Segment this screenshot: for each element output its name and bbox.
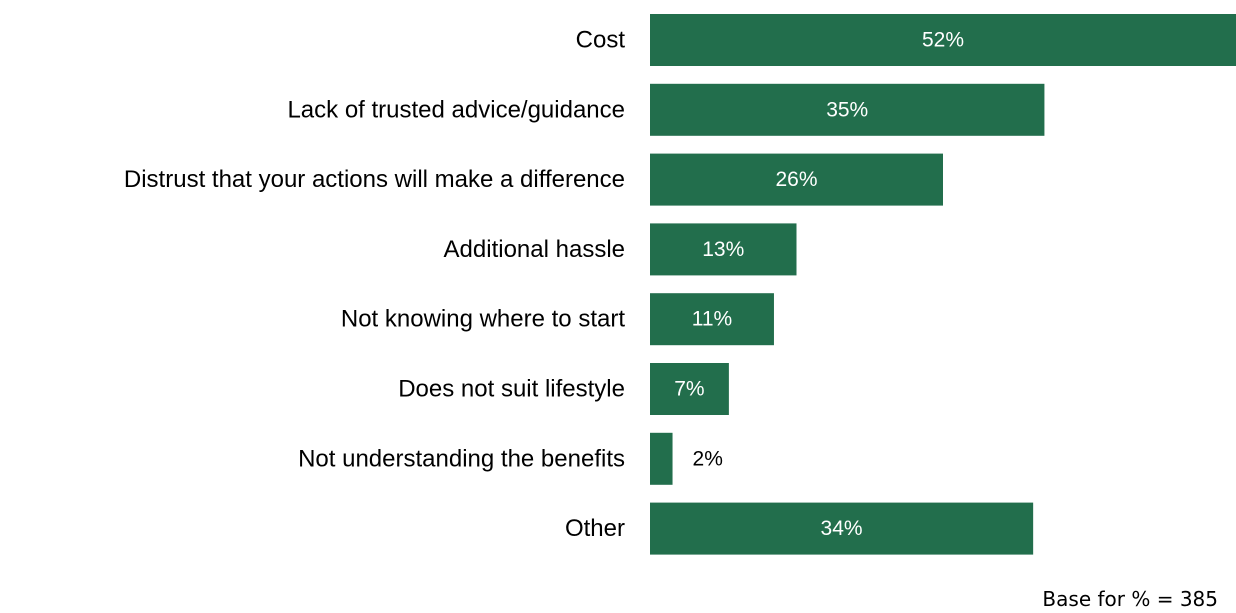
value-label: 13% [702, 238, 744, 261]
category-label: Does not suit lifestyle [398, 376, 625, 403]
value-label: 7% [674, 378, 704, 401]
value-label: 34% [821, 517, 863, 540]
bar [650, 223, 797, 276]
bar [650, 363, 729, 415]
bar [650, 293, 774, 346]
category-labels: Cost Lack of trusted advice/guidance Distr… [124, 27, 625, 543]
bar [650, 83, 1045, 136]
category-label: Additional hassle [444, 236, 625, 263]
bar [650, 432, 673, 485]
category-label: Distrust that your actions will make a d… [124, 166, 625, 193]
bar [650, 502, 1034, 555]
category-label: Other [565, 515, 625, 542]
category-label: Cost [576, 27, 626, 54]
value-label: 26% [775, 168, 817, 191]
category-label: Lack of trusted advice/guidance [287, 96, 625, 123]
bar [650, 14, 1236, 66]
value-label: 52% [922, 29, 964, 52]
value-labels: 52% 35% 26% 13% 11% 7% 2% 34% [674, 29, 964, 541]
bar [650, 153, 943, 206]
bars [650, 14, 1236, 555]
value-label: 11% [692, 308, 732, 331]
value-label: 2% [693, 447, 723, 470]
value-label: 35% [826, 98, 868, 121]
category-label: Not understanding the benefits [298, 445, 625, 472]
base-footnote: Base for % = 385 [1042, 587, 1218, 611]
category-label: Not knowing where to start [341, 306, 625, 333]
